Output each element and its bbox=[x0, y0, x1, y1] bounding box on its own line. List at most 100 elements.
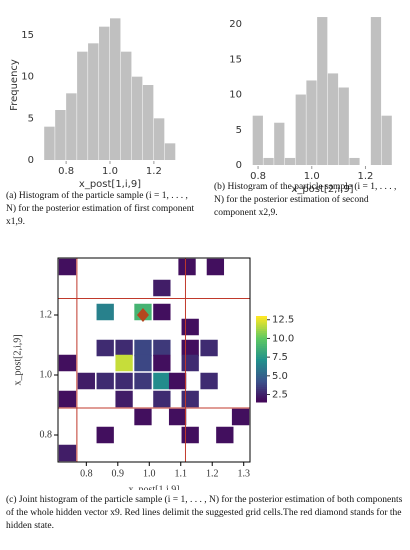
colorbar-band bbox=[256, 322, 267, 326]
x-tick-label: 1.0 bbox=[102, 166, 118, 177]
bar bbox=[349, 157, 360, 165]
cell bbox=[168, 408, 187, 426]
cell bbox=[178, 258, 196, 276]
cell bbox=[181, 318, 199, 336]
colorbar-band bbox=[256, 380, 267, 384]
colorbar-band bbox=[256, 316, 267, 319]
colorbar-band bbox=[256, 369, 267, 373]
cell bbox=[231, 408, 250, 426]
colorbar-band bbox=[256, 328, 267, 332]
colorbar-band bbox=[256, 389, 267, 392]
colorbar-band bbox=[256, 365, 267, 369]
bar bbox=[88, 43, 99, 161]
cell bbox=[181, 354, 199, 372]
y-axis-label: Frequency bbox=[9, 59, 20, 111]
cell bbox=[77, 372, 95, 390]
cell bbox=[115, 339, 133, 357]
bar bbox=[66, 93, 77, 160]
colorbar-band bbox=[256, 333, 267, 336]
bar bbox=[306, 80, 317, 165]
y-tick-label: 10 bbox=[21, 72, 34, 83]
colorbar-band bbox=[256, 393, 267, 397]
caption-b: (b) Histogram of the particle sample (i … bbox=[214, 182, 397, 218]
colorbar-band bbox=[256, 359, 267, 362]
colorbar-band bbox=[256, 354, 267, 358]
cell bbox=[168, 372, 187, 390]
cell bbox=[181, 339, 199, 357]
cell bbox=[153, 354, 171, 372]
colorbar-band bbox=[256, 399, 267, 403]
bar bbox=[164, 143, 176, 160]
colorbar-band bbox=[256, 352, 267, 356]
colorbar-band bbox=[256, 356, 267, 360]
x-axis-label: x_post[2,i,9] bbox=[291, 184, 353, 195]
colorbar-band bbox=[256, 335, 267, 338]
bar bbox=[131, 76, 143, 160]
figure: 0 5 10 15 0.8 1.0 1.2 x_post[1,i,9] Frequency 0 5 1… bbox=[9, 17, 392, 490]
colorbar-band bbox=[256, 331, 267, 334]
plot-frame bbox=[57, 257, 251, 463]
cell bbox=[134, 372, 152, 390]
colorbar-band bbox=[256, 363, 267, 366]
colorbar-band bbox=[256, 391, 267, 394]
y-tick-label: 0 bbox=[236, 160, 242, 171]
x-tick-label: 1.2 bbox=[358, 171, 374, 182]
colorbar-band bbox=[256, 397, 267, 401]
bar bbox=[44, 126, 55, 160]
bar bbox=[77, 51, 88, 160]
x-axis-label: x_post[1,i,9] bbox=[128, 484, 179, 490]
caption-a: (a) Histogram of the particle sample (i … bbox=[6, 191, 195, 227]
colorbar-band bbox=[256, 343, 267, 347]
colorbar-band bbox=[256, 371, 267, 375]
bar bbox=[338, 87, 349, 165]
colorbar-band bbox=[256, 376, 267, 379]
bar bbox=[99, 26, 110, 160]
colorbar-band bbox=[256, 378, 267, 381]
colorbar-tick-label: 2.5 bbox=[272, 390, 288, 401]
y-tick-label: 0.8 bbox=[40, 429, 53, 440]
cell bbox=[115, 390, 133, 408]
colorbar-tick-label: 12.5 bbox=[272, 315, 294, 326]
y-tick-label: 1.2 bbox=[40, 309, 53, 320]
cell bbox=[134, 408, 152, 426]
bar bbox=[252, 115, 263, 165]
cell bbox=[216, 426, 234, 444]
cell bbox=[200, 372, 218, 390]
colorbar-band bbox=[256, 350, 267, 354]
bar bbox=[120, 51, 132, 160]
bar bbox=[284, 157, 296, 165]
cell bbox=[96, 426, 114, 444]
y-tick-label: 5 bbox=[28, 113, 34, 124]
x-tick-label: 1.0 bbox=[304, 171, 320, 182]
x-tick-label: 0.8 bbox=[80, 468, 93, 479]
bar bbox=[263, 157, 274, 165]
cell bbox=[153, 372, 171, 390]
colorbar-band bbox=[256, 386, 267, 390]
bar bbox=[370, 17, 382, 165]
x-tick-label: 0.8 bbox=[58, 166, 74, 177]
y-axis-label: x_post[2,i,9] bbox=[12, 334, 23, 385]
cell bbox=[96, 339, 114, 357]
colorbar-band bbox=[256, 382, 267, 386]
cell bbox=[58, 444, 77, 462]
cell bbox=[153, 390, 171, 408]
cell bbox=[153, 303, 171, 321]
x-tick-label: 1.2 bbox=[146, 166, 162, 177]
bar bbox=[142, 85, 154, 160]
bar bbox=[153, 118, 165, 160]
cell bbox=[58, 354, 77, 372]
cell bbox=[206, 258, 225, 276]
bar bbox=[110, 18, 121, 161]
x-tick-label: 1.1 bbox=[175, 468, 188, 479]
cell bbox=[181, 390, 199, 408]
cell bbox=[134, 339, 152, 357]
cell bbox=[153, 339, 171, 357]
x-tick-label: 1.0 bbox=[143, 468, 156, 479]
y-tick-label: 1.0 bbox=[40, 369, 53, 380]
x-tick-label: 0.8 bbox=[250, 171, 266, 182]
bar bbox=[274, 122, 285, 165]
cell bbox=[200, 339, 218, 357]
cell bbox=[96, 303, 114, 321]
colorbar-tick-label: 7.5 bbox=[272, 352, 288, 363]
